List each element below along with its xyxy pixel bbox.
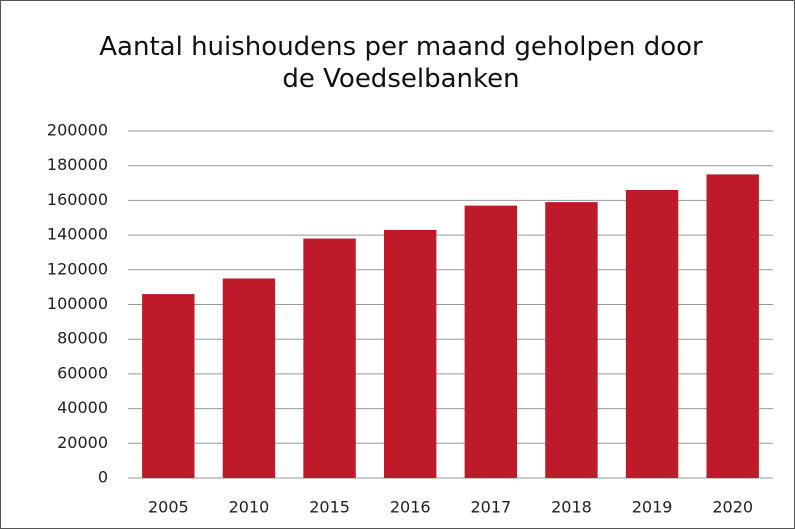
y-tick-label: 200000: [47, 121, 108, 140]
bar: [142, 294, 195, 478]
x-tick-label: 2010: [229, 498, 270, 517]
x-tick-label: 2016: [390, 498, 431, 517]
x-tick-label: 2018: [551, 498, 592, 517]
y-tick-label: 0: [98, 468, 108, 487]
bar: [706, 174, 759, 478]
bar: [222, 278, 276, 478]
x-tick-label: 2019: [632, 498, 673, 517]
y-tick-label: 160000: [47, 190, 108, 209]
x-tick-label: 2020: [712, 498, 753, 517]
bar: [383, 229, 437, 478]
x-tick-label: 2005: [148, 498, 189, 517]
y-tick-label: 140000: [47, 225, 108, 244]
y-tick-label: 20000: [57, 433, 108, 452]
bar: [545, 202, 598, 478]
y-tick-label: 100000: [47, 294, 108, 313]
y-tick-label: 180000: [47, 155, 108, 174]
x-tick-label: 2017: [470, 498, 511, 517]
bar: [464, 205, 518, 479]
chart-title: Aantal huishoudens per maand geholpen do…: [99, 32, 703, 94]
y-tick-label: 60000: [57, 363, 108, 382]
y-tick-label: 80000: [57, 329, 108, 348]
y-tick-label: 120000: [47, 259, 108, 278]
x-tick-label: 2015: [309, 498, 350, 517]
bar: [303, 238, 356, 478]
y-tick-label: 40000: [57, 398, 108, 417]
bar: [625, 189, 679, 479]
